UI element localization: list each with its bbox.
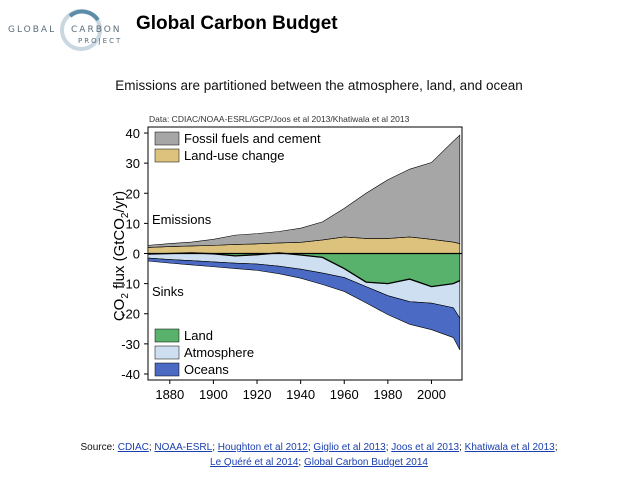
logo-circle-icon [60,9,102,51]
x-tick-label: 1920 [243,387,272,402]
x-tick-label: 1980 [373,387,402,402]
source-link-giglio[interactable]: Giglio et al 2013 [313,442,386,453]
chart-data-source: Data: CDIAC/NOAA-ESRL/GCP/Joos et al 201… [149,114,410,124]
y-tick-label: 30 [126,156,140,171]
x-tick-label: 1880 [155,387,184,402]
y-tick-label: 10 [126,216,140,231]
source-link-cdiac[interactable]: CDIAC [117,442,149,453]
source-link-lequere[interactable]: Le Quéré et al 2014 [210,457,299,468]
source-link-houghton[interactable]: Houghton et al 2012 [217,442,308,453]
source-prefix: Source: [80,442,118,453]
plot-area: 40 30 20 10 0 -10 -20 -30 -40 1880 1900 1920 1940 196… [121,126,463,402]
y-tick-label: -40 [121,367,140,382]
logo-word-carbon: CARBON [71,25,122,35]
y-tick-label: -10 [121,277,140,292]
legend-atmosphere-label: Atmosphere [184,345,254,360]
source-link-noaa[interactable]: NOAA-ESRL [154,442,213,453]
y-tick-label: 40 [126,126,140,141]
legend-atmosphere-swatch [154,345,180,360]
legend-land-use-swatch [154,148,180,163]
chart-subtitle: Emissions are partitioned between the at… [115,78,523,93]
area-oceans [147,257,461,351]
source-link-gcb2014[interactable]: Global Carbon Budget 2014 [303,457,428,468]
source-footer: Source: CDIAC; NOAA-ESRL; Houghton et al… [80,442,558,468]
page-title: Global Carbon Budget [136,13,338,34]
y-tick-label: -30 [121,337,140,352]
x-tick-label: 1900 [199,387,228,402]
legend-fossil-swatch [154,131,180,146]
y-tick-label: -20 [121,307,140,322]
x-tick-label: 2000 [417,387,446,402]
annotation-sinks: Sinks [152,284,184,299]
y-axis-label: CO2 flux (GtCO2/yr) [111,191,131,321]
x-tick-label: 1940 [286,387,315,402]
legend-land-use-label: Land-use change [184,148,284,163]
legend-land-label: Land [184,328,213,343]
legend-land-swatch [154,328,180,343]
logo-word-project: PROJECT [78,37,123,45]
legend-fossil-label: Fossil fuels and cement [184,131,321,146]
area-fossil-fuels [147,134,461,248]
logo-word-global: GLOBAL [8,25,57,35]
y-tick-label: 0 [133,247,140,262]
annotation-emissions: Emissions [152,212,212,227]
global-carbon-project-logo: GLOBAL CARBON PROJECT [8,8,128,54]
legend-oceans-label: Oceans [184,362,229,377]
y-tick-label: 20 [126,186,140,201]
source-link-joos[interactable]: Joos et al 2013 [391,442,460,453]
x-tick-label: 1960 [330,387,359,402]
legend-oceans-swatch [154,362,180,377]
source-link-khatiwala[interactable]: Khatiwala et al 2013 [464,442,555,453]
